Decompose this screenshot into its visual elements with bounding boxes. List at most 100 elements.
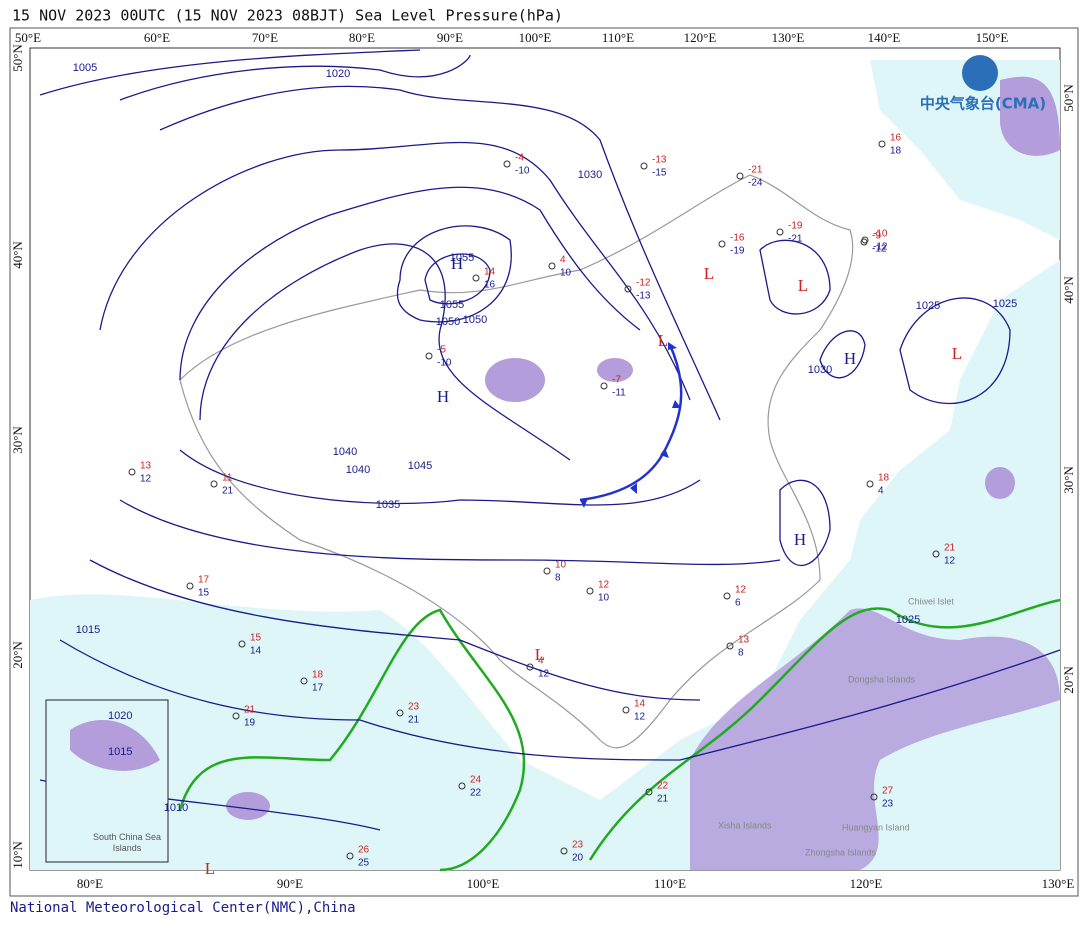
place-label: Xisha Islands xyxy=(718,820,772,830)
map-title: 15 NOV 2023 00UTC (15 NOV 2023 08BJT) Se… xyxy=(12,7,563,25)
isobar-label: 1025 xyxy=(993,298,1017,310)
station-temp: 12 xyxy=(598,580,610,591)
station-dewpoint: -12 xyxy=(872,244,887,255)
isobar-label: 1015 xyxy=(76,624,100,636)
station-dewpoint: 10 xyxy=(560,268,572,279)
isobar xyxy=(159,85,721,421)
station-marker xyxy=(622,706,630,714)
isobar-label: 1030 xyxy=(808,364,832,376)
station-dewpoint: -12 xyxy=(873,242,888,253)
pressure-center: L xyxy=(952,344,962,363)
station-temp: 21 xyxy=(944,543,956,554)
station-marker xyxy=(870,793,878,801)
isobar-label: 1010 xyxy=(164,802,188,814)
isobar xyxy=(119,499,781,566)
lon-label: 120°E xyxy=(684,30,717,45)
isobar xyxy=(759,239,831,315)
pressure-center: L xyxy=(704,264,714,283)
isobar-label: 1005 xyxy=(73,62,97,74)
isobar-label: 1035 xyxy=(376,499,400,511)
station-marker xyxy=(586,587,594,595)
station-dewpoint: 4 xyxy=(878,486,884,497)
lon-label: 130°E xyxy=(1042,876,1075,891)
station-marker xyxy=(776,228,784,236)
station-temp: 24 xyxy=(470,775,482,786)
isobar-label: 1040 xyxy=(346,464,370,476)
station-temp: 18 xyxy=(312,670,324,681)
station-marker xyxy=(472,274,480,282)
station-marker xyxy=(624,285,632,293)
precipitation-area xyxy=(70,720,160,771)
station-marker xyxy=(860,238,868,246)
station-temp: -21 xyxy=(748,165,763,176)
lat-label: 40°N xyxy=(1061,276,1076,304)
outer-frame xyxy=(9,27,1079,897)
station-dewpoint: -10 xyxy=(437,358,452,369)
station-dewpoint: 12 xyxy=(634,712,646,723)
isobar xyxy=(99,141,691,401)
station-dewpoint: 17 xyxy=(312,683,324,694)
isobar-label: 1025 xyxy=(916,300,940,312)
station-marker xyxy=(645,788,653,796)
isobar-label: 1045 xyxy=(408,460,432,472)
precipitation-area xyxy=(690,608,1060,870)
lat-label: 20°N xyxy=(10,641,25,669)
station-temp: 23 xyxy=(408,702,420,713)
station-dewpoint: 8 xyxy=(555,573,561,584)
station-dewpoint: -10 xyxy=(515,166,530,177)
station-dewpoint: 21 xyxy=(408,715,420,726)
map-area: 中央气象台(CMA) 1020 1015 South China Sea Isl… xyxy=(29,47,1061,872)
lon-label: 110°E xyxy=(654,876,686,891)
lon-label: 70°E xyxy=(252,30,278,45)
place-label: Chiwei Islet xyxy=(908,596,955,606)
station-temp: -12 xyxy=(636,278,651,289)
precipitation-area xyxy=(485,358,545,402)
pressure-center: L xyxy=(535,645,545,664)
pressure-center: H xyxy=(437,387,449,406)
front-symbol xyxy=(672,400,681,408)
station-dewpoint: -13 xyxy=(636,291,651,302)
precipitation-area xyxy=(226,792,270,820)
rain-boundary xyxy=(588,598,1061,861)
inset-isobar-label: 1015 xyxy=(108,746,132,758)
station-marker xyxy=(736,172,744,180)
place-label: Huangyan Island xyxy=(842,822,910,832)
station-temp: 17 xyxy=(198,575,210,586)
station-dewpoint: 8 xyxy=(738,648,744,659)
lon-label: 60°E xyxy=(144,30,170,45)
station-dewpoint: 23 xyxy=(882,799,894,810)
station-marker xyxy=(548,262,556,270)
isobar xyxy=(396,225,512,323)
station-temp: 10 xyxy=(555,560,567,571)
station-temp: 15 xyxy=(250,633,262,644)
isobar-label: 1030 xyxy=(578,169,602,181)
station-temp: -4 xyxy=(515,153,524,164)
lat-label: 30°N xyxy=(1061,466,1076,494)
precipitation-area xyxy=(1000,76,1060,156)
station-dewpoint: -19 xyxy=(730,246,745,257)
station-temp: 23 xyxy=(572,840,584,851)
station-marker xyxy=(640,162,648,170)
station-marker xyxy=(232,712,240,720)
isobar xyxy=(424,253,491,305)
front-symbol xyxy=(660,448,669,458)
station-dewpoint: 18 xyxy=(890,146,902,157)
station-marker xyxy=(866,480,874,488)
pressure-center: H xyxy=(794,530,806,549)
station-dewpoint: 12 xyxy=(140,474,152,485)
logo-text: 中央气象台(CMA) xyxy=(920,95,1046,113)
inset-label: South China Sea Islands xyxy=(92,832,162,853)
station-dewpoint: 10 xyxy=(598,593,610,604)
isobar xyxy=(179,186,641,381)
station-temp: -10 xyxy=(873,229,888,240)
station-dewpoint: 15 xyxy=(198,588,210,599)
station-temp: 11 xyxy=(222,473,233,484)
isobar-label: 1055 xyxy=(450,252,474,264)
rain-boundary xyxy=(178,608,526,872)
station-marker xyxy=(300,677,308,685)
isobar xyxy=(899,297,1011,405)
isobar xyxy=(819,330,866,379)
lon-label: 140°E xyxy=(868,30,901,45)
station-marker xyxy=(186,582,194,590)
